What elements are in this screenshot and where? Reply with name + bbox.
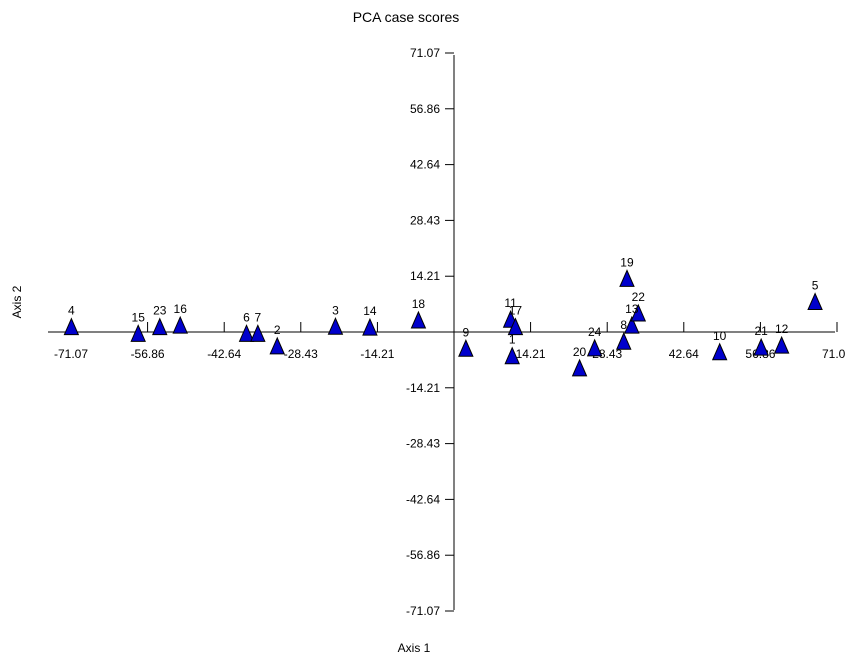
y-tick-label: -42.64 [406, 492, 440, 506]
data-point-marker [624, 315, 640, 334]
data-point-label: 12 [775, 322, 789, 336]
data-point-label: 1 [509, 333, 516, 347]
data-point-label: 21 [754, 324, 768, 338]
data-points [63, 269, 823, 377]
data-point-label: 11 [504, 296, 517, 310]
y-axis-label: Axis 2 [10, 285, 24, 318]
x-tick-label: 14.21 [516, 347, 546, 361]
y-tick-label: 71.07 [410, 46, 440, 60]
y-tick-label: -14.21 [406, 381, 440, 395]
data-point-label: 8 [620, 318, 627, 332]
data-point-marker [63, 317, 80, 336]
data-point-label: 5 [812, 279, 819, 293]
data-point-label: 3 [332, 303, 339, 317]
x-axis-ticks: -71.07 -56.86 -42.64 -28.43 -14.21 14.21 28.43… [54, 322, 846, 361]
data-point-marker [773, 335, 790, 354]
data-point-label: 7 [254, 310, 261, 324]
data-point-label: 22 [632, 290, 646, 304]
data-point-label: 9 [463, 325, 470, 339]
y-tick-label: -56.86 [406, 548, 440, 562]
data-point-label: 19 [620, 255, 634, 269]
data-point-label: 18 [412, 297, 426, 311]
data-point-marker [630, 303, 647, 322]
x-tick-label: -71.07 [54, 347, 88, 361]
data-point-marker [238, 324, 255, 342]
chart-title: PCA case scores [353, 9, 460, 25]
data-point-label: 6 [243, 310, 250, 324]
x-tick-label: -42.64 [207, 347, 241, 361]
data-point-label: 13 [625, 302, 639, 316]
data-point-label: 17 [509, 304, 523, 318]
data-point-marker [615, 331, 632, 350]
data-point-label: 10 [713, 329, 727, 343]
data-point-marker [507, 317, 524, 336]
data-point-label: 4 [68, 304, 75, 318]
data-point-marker [362, 317, 378, 336]
data-point-marker [753, 337, 769, 356]
data-point-label: 23 [153, 304, 167, 318]
y-tick-label: 56.86 [410, 102, 440, 116]
data-point-label: 15 [132, 310, 146, 324]
data-point-marker [619, 269, 635, 287]
data-point-marker [151, 317, 168, 336]
data-point-marker [410, 310, 427, 329]
data-point-label: 24 [588, 325, 602, 339]
x-tick-label: -14.21 [360, 347, 394, 361]
data-point-marker [504, 346, 520, 365]
y-tick-label: 28.43 [410, 213, 440, 227]
y-tick-label: -28.43 [406, 437, 440, 451]
data-point-marker [807, 292, 823, 311]
x-tick-label: -28.43 [284, 347, 318, 361]
data-point-label: 20 [573, 345, 587, 359]
y-tick-label: 14.21 [410, 269, 440, 283]
y-tick-label: -71.07 [406, 604, 440, 618]
data-point-marker [711, 342, 728, 361]
data-point-marker [586, 338, 603, 357]
x-tick-label: 71.07 [822, 347, 846, 361]
x-axis-label: Axis 1 [398, 641, 431, 655]
data-point-marker [269, 336, 286, 355]
data-point-marker [130, 324, 146, 342]
x-tick-label: -56.86 [131, 347, 165, 361]
data-point-marker [327, 317, 344, 335]
data-point-marker [250, 324, 266, 342]
data-point-marker [571, 358, 588, 377]
data-point-label: 14 [363, 304, 377, 318]
x-tick-label: 42.64 [669, 347, 699, 361]
y-tick-label: 42.64 [410, 158, 440, 172]
data-point-marker [172, 315, 189, 334]
data-point-marker [458, 339, 474, 357]
y-axis-ticks: 71.07 56.86 42.64 28.43 14.21 -14.21 -28.43 -42… [406, 46, 454, 618]
data-point-label: 16 [174, 302, 188, 316]
data-point-label: 2 [274, 323, 281, 337]
